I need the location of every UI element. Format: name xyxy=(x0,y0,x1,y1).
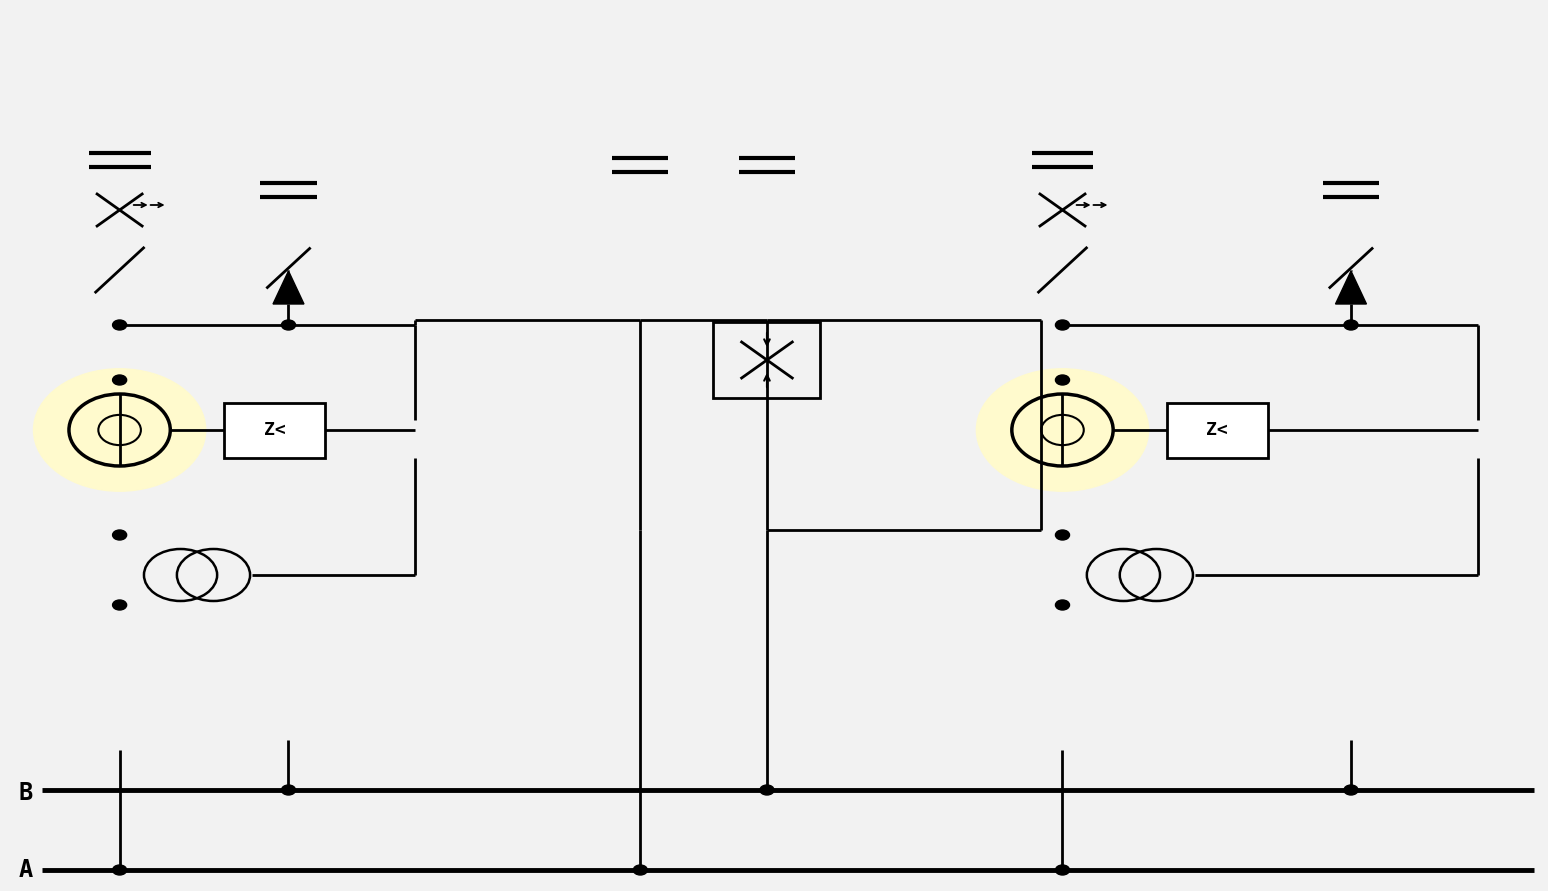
Text: Z<: Z< xyxy=(263,421,285,439)
Circle shape xyxy=(282,785,296,795)
Circle shape xyxy=(1344,320,1358,330)
Text: Z<: Z< xyxy=(1206,421,1228,439)
Circle shape xyxy=(113,865,127,875)
Circle shape xyxy=(113,375,127,385)
Polygon shape xyxy=(272,271,303,304)
Circle shape xyxy=(113,600,127,610)
Circle shape xyxy=(34,369,206,491)
Circle shape xyxy=(1056,320,1070,330)
Circle shape xyxy=(1344,785,1358,795)
Circle shape xyxy=(1056,600,1070,610)
Circle shape xyxy=(1056,375,1070,385)
Bar xyxy=(1167,403,1268,458)
Circle shape xyxy=(282,320,296,330)
Circle shape xyxy=(633,865,647,875)
Circle shape xyxy=(977,369,1149,491)
Circle shape xyxy=(113,530,127,540)
Text: B: B xyxy=(19,781,33,805)
Circle shape xyxy=(1056,530,1070,540)
Bar xyxy=(714,322,820,398)
Circle shape xyxy=(760,785,774,795)
Text: A: A xyxy=(19,858,33,882)
Circle shape xyxy=(1056,865,1070,875)
Circle shape xyxy=(113,320,127,330)
Polygon shape xyxy=(1336,271,1367,304)
Bar xyxy=(224,403,325,458)
